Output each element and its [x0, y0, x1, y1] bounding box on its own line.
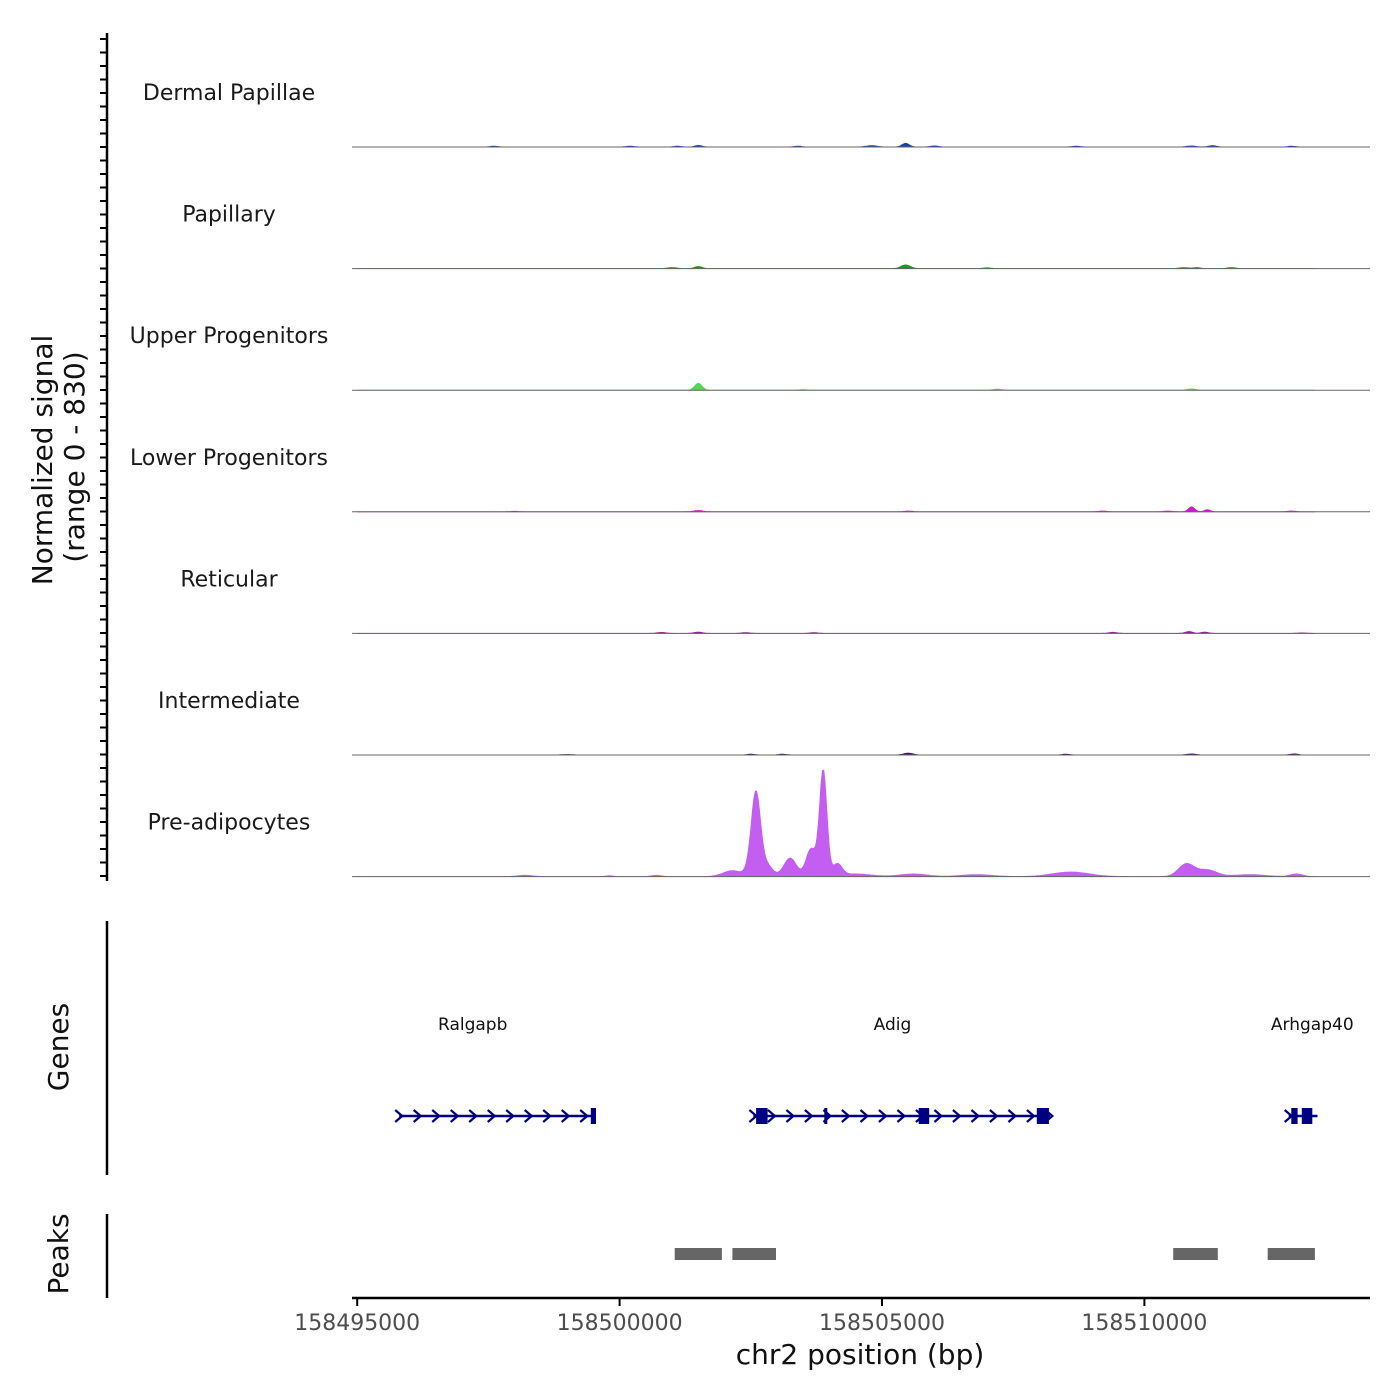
- gene-exon: [1036, 1108, 1049, 1124]
- strand-arrow: [933, 1109, 944, 1123]
- x-tick-label: 158495000: [294, 1311, 420, 1336]
- strand-arrow: [505, 1109, 515, 1123]
- coverage-tracks: Dermal Papillae Papillary Upper Progenitor…: [130, 81, 1370, 878]
- track-label: Dermal Papillae: [143, 81, 315, 106]
- gene-exon: [824, 1108, 828, 1124]
- signal-area: [357, 382, 1315, 391]
- strand-arrow: [449, 1109, 460, 1123]
- signal-area: [357, 506, 1315, 513]
- track-label: Pre-adipocytes: [148, 811, 311, 836]
- gene-exon: [590, 1108, 596, 1124]
- strand-arrow: [431, 1109, 441, 1123]
- strand-arrow: [748, 1109, 759, 1123]
- strand-arrow: [486, 1109, 497, 1123]
- coverage-ylabel-line1: Normalized signal: [26, 335, 59, 586]
- x-axis-ticks: 158495000 158500000 158505000 158510000: [294, 1298, 1207, 1336]
- gene-label: Ralgapb: [438, 1015, 507, 1035]
- peak-track: [674, 1248, 1315, 1260]
- coverage-track: Pre-adipocytes: [148, 769, 1370, 878]
- strand-arrow: [1026, 1109, 1036, 1123]
- strand-arrow: [785, 1109, 796, 1123]
- track-label: Papillary: [182, 203, 276, 228]
- gene: Adig: [748, 1015, 1055, 1124]
- signal-area: [357, 769, 1315, 877]
- coverage-track: Lower Progenitors: [130, 446, 1370, 513]
- strand-arrow: [412, 1109, 423, 1123]
- strand-arrow: [542, 1109, 552, 1123]
- x-tick-label: 158505000: [819, 1311, 945, 1336]
- strand-arrow: [394, 1109, 404, 1123]
- gene: Ralgapb: [394, 1015, 596, 1124]
- peak-region: [732, 1248, 776, 1260]
- genes-track-label: Genes: [42, 1003, 75, 1091]
- strand-arrow: [1283, 1109, 1294, 1123]
- signal-area: [357, 264, 1315, 269]
- strand-arrow: [523, 1109, 534, 1123]
- gene-exon: [918, 1108, 930, 1124]
- peaks-track-label: Peaks: [42, 1213, 75, 1294]
- track-label: Lower Progenitors: [130, 446, 328, 471]
- strand-arrow: [804, 1109, 814, 1123]
- coverage-y-ticks: [100, 38, 107, 877]
- gene-exon: [756, 1108, 768, 1124]
- strand-arrow: [579, 1109, 589, 1123]
- track-label: Intermediate: [158, 689, 300, 714]
- gene-exon: [1291, 1108, 1298, 1124]
- coverage-track: Dermal Papillae: [143, 81, 1370, 148]
- coverage-track: Intermediate: [158, 689, 1370, 756]
- strand-arrow: [896, 1109, 907, 1123]
- strand-arrow: [878, 1109, 888, 1123]
- strand-arrow: [468, 1109, 478, 1123]
- x-tick-label: 158500000: [557, 1311, 683, 1336]
- track-label: Upper Progenitors: [130, 324, 329, 349]
- strand-arrow: [970, 1109, 981, 1123]
- strand-arrow: [841, 1109, 851, 1123]
- x-tick-label: 158510000: [1081, 1311, 1207, 1336]
- strand-arrow: [952, 1109, 962, 1123]
- coverage-ylabel-line2: (range 0 - 830): [58, 351, 91, 562]
- strand-arrow: [767, 1109, 777, 1123]
- coverage-track: Reticular: [180, 567, 1370, 634]
- strand-arrow: [859, 1109, 870, 1123]
- peak-region: [1267, 1248, 1315, 1260]
- strand-arrow: [560, 1109, 571, 1123]
- gene: Arhgap40: [1271, 1015, 1354, 1124]
- peak-region: [674, 1248, 722, 1260]
- gene-label: Arhgap40: [1271, 1015, 1354, 1035]
- strand-arrow: [1007, 1109, 1018, 1123]
- gene-exon: [1301, 1108, 1313, 1124]
- strand-arrow: [989, 1109, 999, 1123]
- track-label: Reticular: [180, 567, 278, 592]
- x-axis-title: chr2 position (bp): [736, 1338, 985, 1371]
- peak-region: [1173, 1248, 1218, 1260]
- coverage-track: Upper Progenitors: [130, 324, 1370, 391]
- coverage-track: Papillary: [182, 203, 1370, 270]
- signal-area: [357, 142, 1315, 148]
- gene-track: Ralgapb Adig Arhgap40: [394, 1015, 1354, 1124]
- gene-label: Adig: [874, 1015, 912, 1035]
